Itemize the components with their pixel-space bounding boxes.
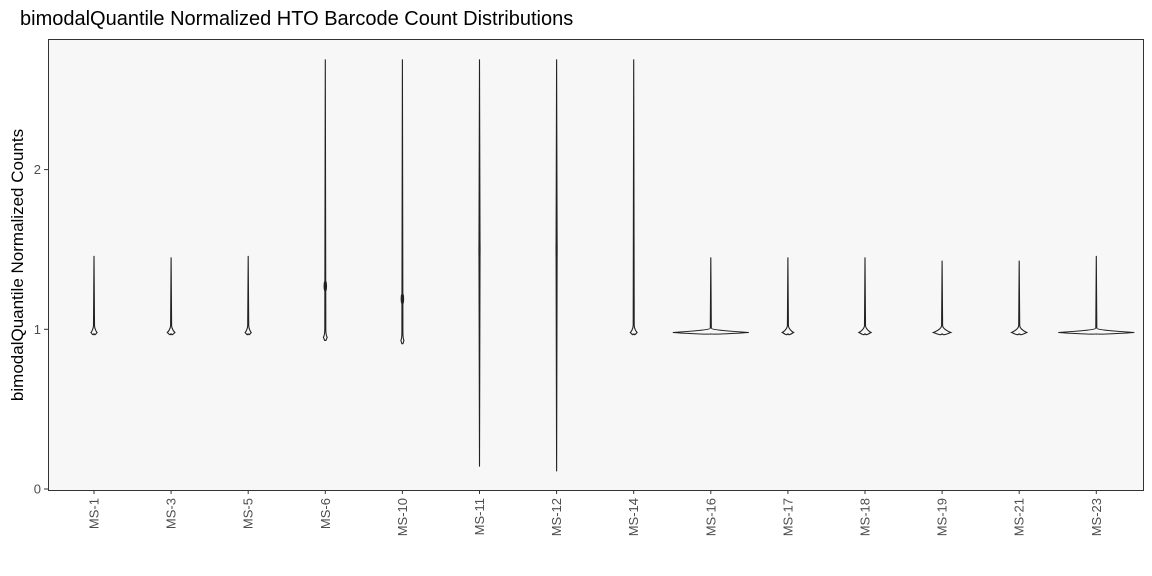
- plot-panel: [48, 39, 1144, 491]
- violin-MS-19: [931, 260, 953, 336]
- x-tick-label: MS-5: [241, 498, 256, 529]
- violin-MS-18: [857, 257, 873, 336]
- violin-MS-1: [90, 255, 98, 336]
- x-tick-label: MS-19: [935, 498, 950, 536]
- violin-MS-23: [1058, 255, 1135, 335]
- x-tick-label: MS-16: [703, 498, 718, 536]
- y-tick-label: 0: [34, 482, 41, 497]
- x-tick-label: MS-21: [1012, 498, 1027, 536]
- y-tick-label: 1: [34, 322, 41, 337]
- y-axis-title: bimodalQuantile Normalized Counts: [8, 129, 27, 401]
- y-tick-label: 2: [34, 162, 41, 177]
- x-tick-label: MS-11: [472, 498, 487, 535]
- violin-MS-11: [478, 59, 481, 467]
- y-axis: 0 1 2: [34, 162, 48, 497]
- chart-title: bimodalQuantile Normalized HTO Barcode C…: [20, 8, 573, 30]
- violin-MS-5: [244, 255, 253, 336]
- x-axis: MS-1 MS-3 MS-5 MS-6 MS-10 MS-11 MS-12 MS-14 MS-1…: [87, 490, 1104, 536]
- violin-MS-17: [781, 257, 795, 336]
- x-tick-label: MS-23: [1089, 498, 1104, 536]
- violin-MS-6: [322, 59, 328, 342]
- violin-MS-12: [555, 59, 558, 472]
- x-tick-label: MS-3: [164, 498, 179, 529]
- x-tick-label: MS-14: [626, 498, 641, 536]
- violin-MS-10: [400, 59, 405, 345]
- x-tick-label: MS-12: [549, 498, 564, 536]
- violin-MS-3: [166, 257, 176, 336]
- violin-MS-16: [672, 257, 749, 335]
- x-tick-label: MS-1: [87, 498, 102, 529]
- x-tick-label: MS-6: [318, 498, 333, 529]
- violin-MS-14: [629, 59, 638, 336]
- violin-bulge-MS-10: [400, 293, 405, 305]
- violin-bulge-MS-6: [323, 280, 328, 292]
- x-tick-label: MS-10: [395, 498, 410, 536]
- violins: [90, 59, 1135, 472]
- x-tick-label: MS-17: [780, 498, 795, 536]
- violin-MS-21: [1010, 260, 1029, 336]
- x-tick-label: MS-18: [858, 498, 873, 536]
